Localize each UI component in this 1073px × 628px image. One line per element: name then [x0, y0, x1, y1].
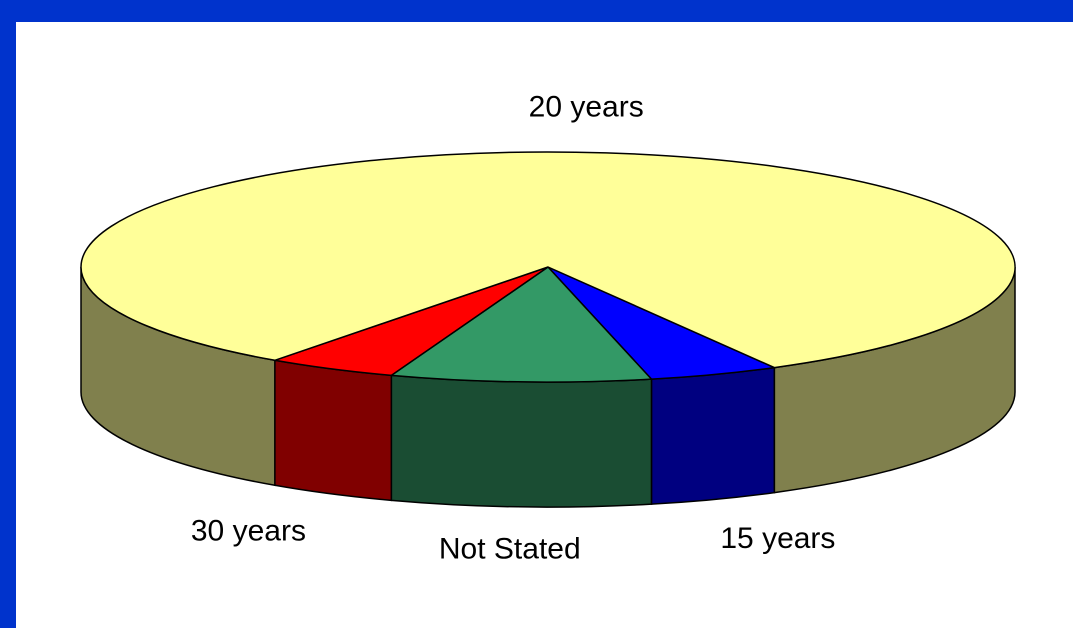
pie-side	[390, 374, 653, 508]
pie-tops	[80, 151, 1016, 383]
pie-slice	[80, 151, 1016, 369]
slice-label: 30 years	[191, 514, 306, 547]
slice-label: 15 years	[720, 522, 835, 555]
slice-label: 20 years	[529, 91, 644, 124]
pie-side	[650, 366, 776, 505]
pie-slice	[389, 266, 654, 383]
slice-label: Not Stated	[439, 532, 581, 565]
pie-side	[274, 359, 393, 502]
